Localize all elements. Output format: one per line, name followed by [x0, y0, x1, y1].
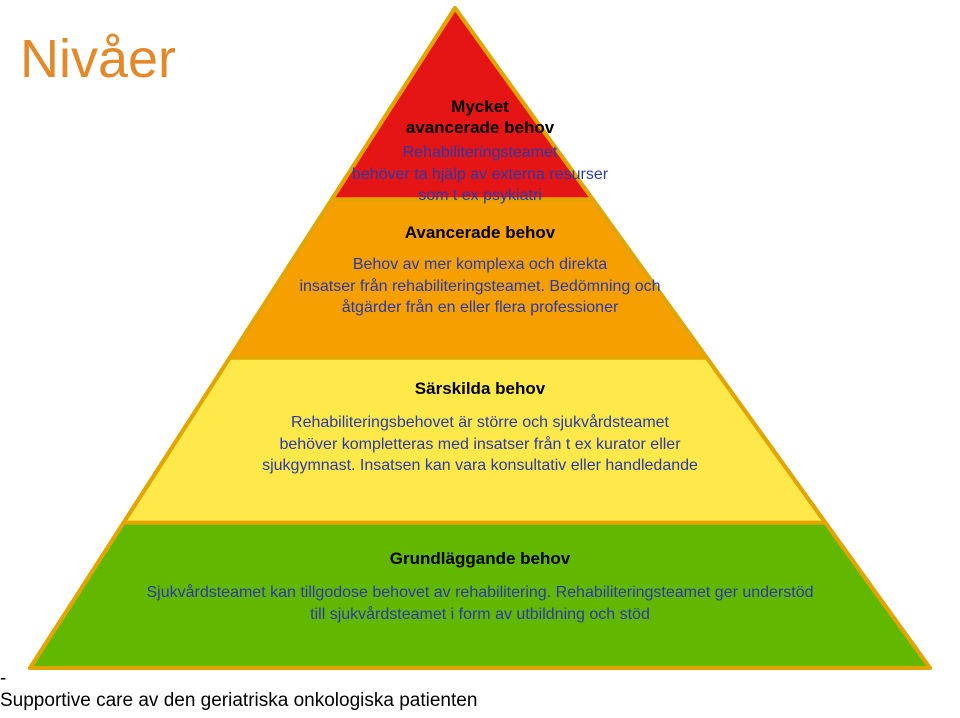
footer-dash: -: [0, 668, 477, 690]
footer: - Supportive care av den geriatriska onk…: [0, 668, 477, 712]
footer-text: Supportive care av den geriatriska onkol…: [0, 690, 477, 712]
stage: Nivåer Mycket avancerade behovRehabilite…: [0, 0, 960, 718]
pyramid-band-0: [332, 8, 593, 199]
page-title: Nivåer: [20, 28, 176, 90]
pyramid-band-1: [230, 199, 707, 357]
pyramid-band-2: [124, 358, 826, 523]
pyramid-graphic: [0, 0, 960, 718]
pyramid-band-3: [30, 523, 930, 668]
